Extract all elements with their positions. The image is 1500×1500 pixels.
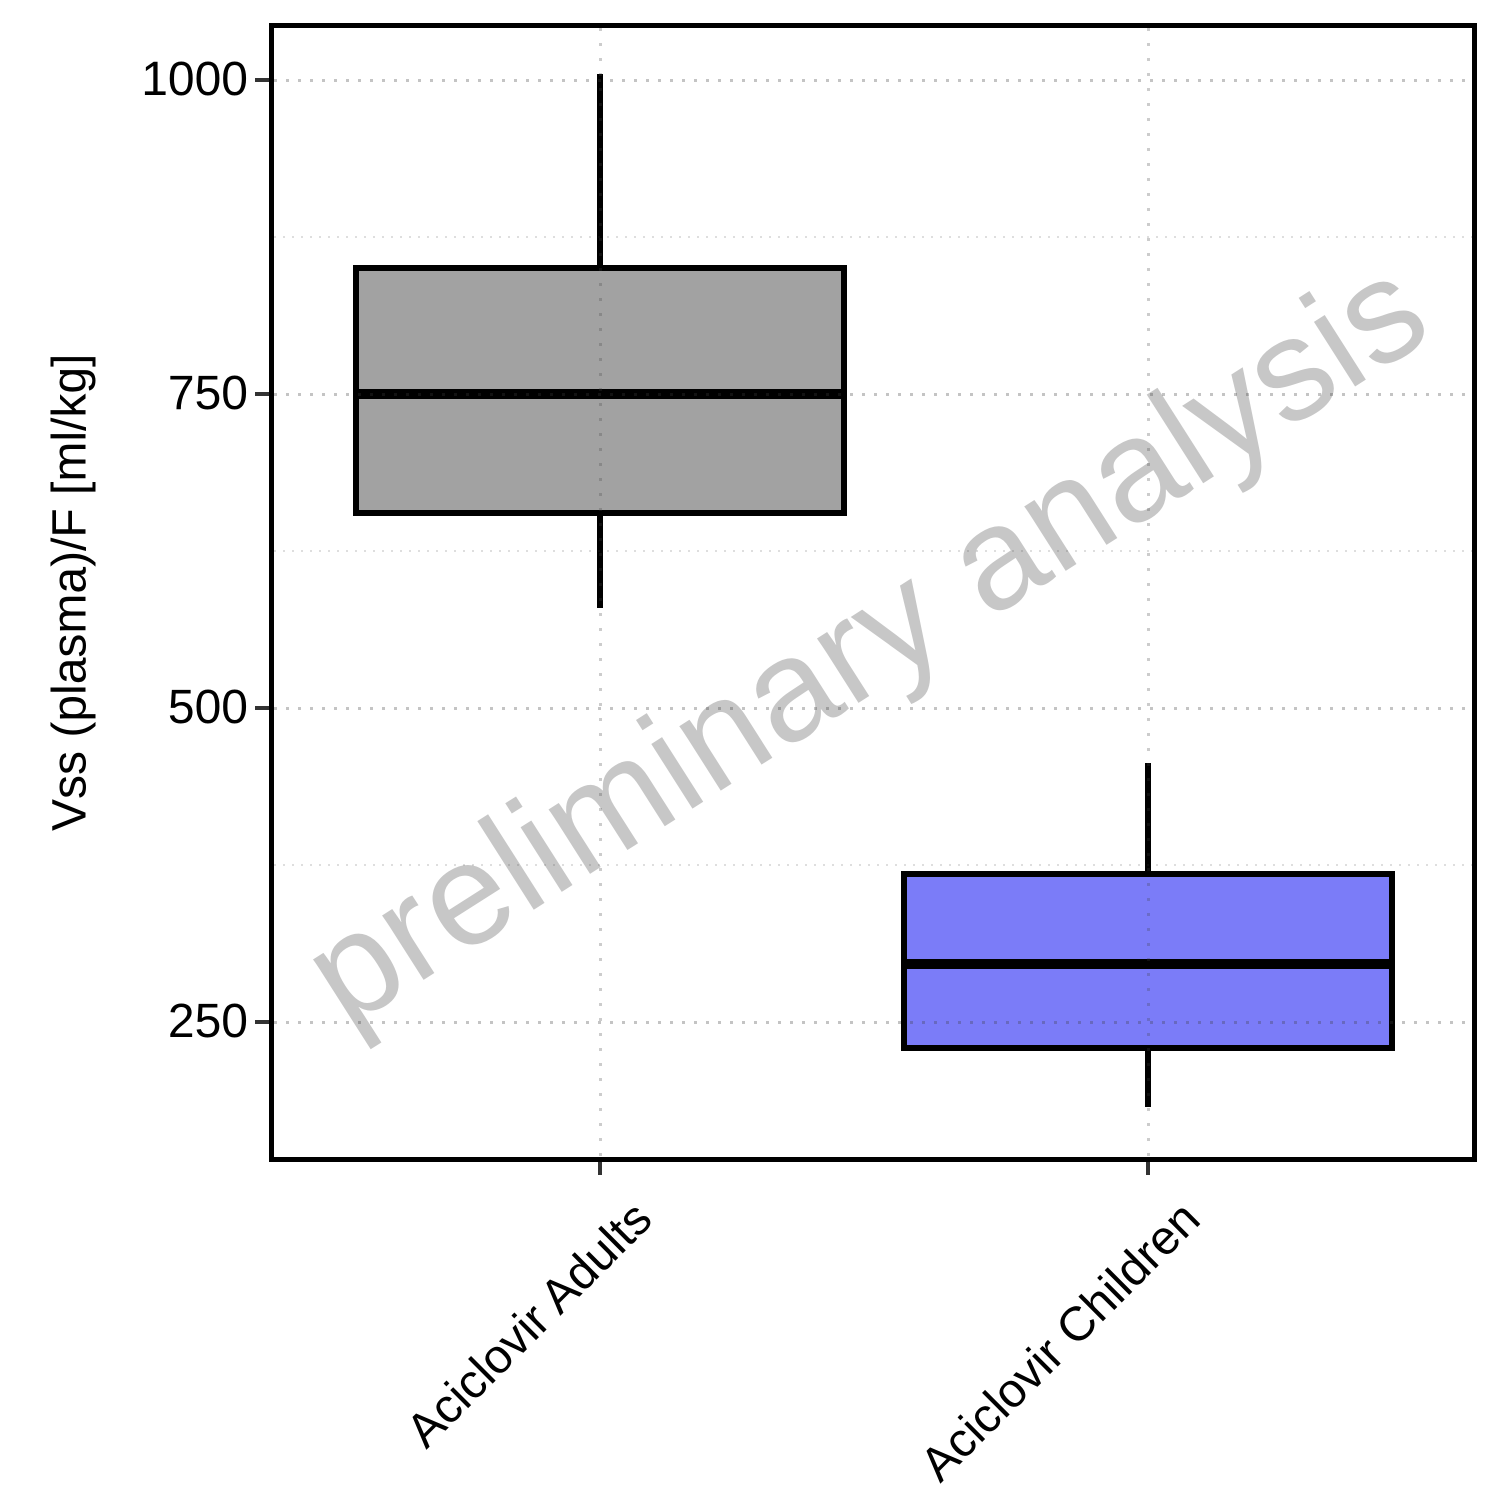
- y-gridline-major: [274, 707, 1472, 710]
- median-line-aciclovir-children: [907, 958, 1389, 969]
- y-tick: [255, 1020, 269, 1024]
- y-gridline-major: [274, 1021, 1472, 1024]
- box-aciclovir-adults: [353, 265, 847, 517]
- box-aciclovir-children: [901, 870, 1395, 1052]
- upper-whisker-aciclovir-children: [1145, 763, 1151, 874]
- y-tick: [255, 392, 269, 396]
- x-tick: [598, 1162, 602, 1175]
- y-axis-title: Vss (plasma)/F [ml/kg]: [43, 353, 97, 832]
- lower-whisker-aciclovir-adults: [597, 513, 603, 608]
- upper-whisker-aciclovir-adults: [597, 73, 603, 269]
- y-tick-label: 250: [167, 995, 248, 1048]
- y-gridline-minor: [274, 550, 1472, 552]
- x-gridline: [1147, 28, 1150, 1157]
- median-line-aciclovir-adults: [359, 388, 841, 399]
- y-tick: [255, 78, 269, 82]
- lower-whisker-aciclovir-children: [1145, 1048, 1151, 1108]
- y-gridline-minor: [274, 864, 1472, 866]
- y-tick: [255, 706, 269, 710]
- x-tick-label-aciclovir-children: Aciclovir Children: [910, 1192, 1211, 1492]
- x-gridline: [599, 28, 602, 1157]
- plot-panel: preliminary analysis: [269, 23, 1477, 1162]
- x-tick-label-aciclovir-adults: Aciclovir Adults: [396, 1192, 663, 1458]
- y-tick-label: 500: [167, 681, 248, 734]
- y-tick-label: 750: [167, 367, 248, 420]
- gridline-layer: [274, 28, 1472, 1157]
- y-gridline-major: [274, 79, 1472, 82]
- y-gridline-minor: [274, 236, 1472, 238]
- box-layer: [274, 28, 1472, 1157]
- y-tick-label: 1000: [141, 53, 248, 106]
- x-tick: [1146, 1162, 1150, 1175]
- y-gridline-major: [274, 393, 1472, 396]
